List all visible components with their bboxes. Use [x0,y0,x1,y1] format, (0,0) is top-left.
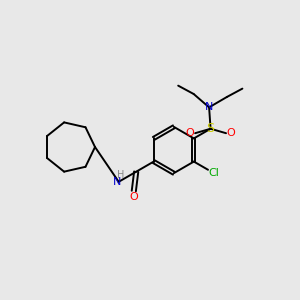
Text: Cl: Cl [208,168,219,178]
Text: O: O [186,128,194,138]
Text: H: H [117,170,125,180]
Text: O: O [129,192,138,202]
Text: S: S [207,122,214,135]
Text: N: N [113,177,122,187]
Text: O: O [227,128,236,138]
Text: N: N [205,102,213,112]
